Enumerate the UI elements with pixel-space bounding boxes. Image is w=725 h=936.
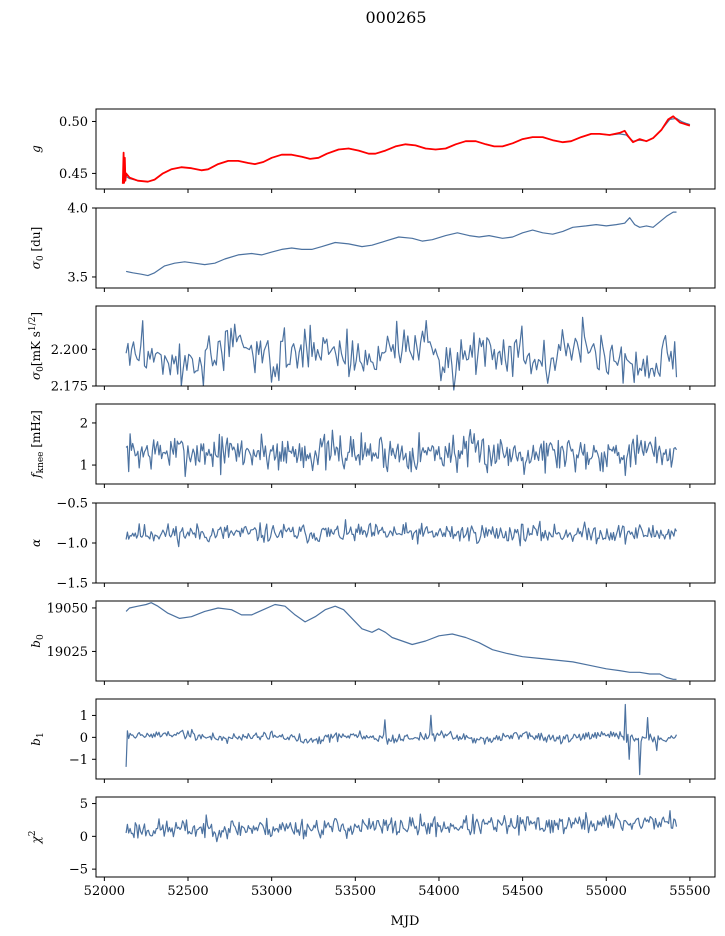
x-tick-label: 52500 bbox=[167, 884, 208, 899]
y-tick-label: 4.0 bbox=[67, 202, 88, 217]
panel-2: 3.5 4.0 σ0 [du] bbox=[29, 202, 716, 292]
y-axis-label: α bbox=[29, 539, 43, 547]
y-axis-label: σ0[mK s1/2] bbox=[28, 312, 46, 380]
x-axis-label: MJD bbox=[391, 914, 420, 929]
figure-title: 000265 bbox=[365, 8, 426, 27]
panel-5: −1.5 −1.0 −0.5 α bbox=[29, 497, 716, 592]
y-tick-label: −1 bbox=[69, 753, 88, 768]
y-tick-label: 0.50 bbox=[59, 115, 88, 130]
data-line bbox=[125, 429, 678, 478]
y-axis-label: χ2 bbox=[28, 830, 43, 844]
y-tick-label: 2.200 bbox=[51, 343, 88, 358]
axes-frame bbox=[95, 600, 716, 682]
y-tick-label: 1 bbox=[80, 459, 88, 474]
y-tick-label: 5 bbox=[80, 797, 88, 812]
data-line bbox=[125, 810, 678, 843]
y-tick-label: 0.45 bbox=[59, 167, 88, 182]
data-line bbox=[125, 316, 678, 391]
axes-frame bbox=[95, 698, 716, 780]
y-tick-label: −1.0 bbox=[56, 537, 88, 552]
data-line bbox=[125, 519, 678, 548]
data-line bbox=[125, 117, 691, 183]
panel-3: 2.175 2.200 σ0[mK s1/2] bbox=[28, 305, 716, 395]
y-tick-label: 19050 bbox=[47, 601, 88, 616]
panel-8: −5 0 5 52000 52500 53000 53500 54000 54500 55000 5… bbox=[28, 796, 716, 899]
data-line bbox=[125, 602, 677, 680]
axes-frame bbox=[95, 207, 716, 289]
y-tick-label: −5 bbox=[69, 863, 88, 878]
y-axis-label: b0 bbox=[29, 634, 46, 648]
y-tick-label: 0 bbox=[80, 830, 88, 845]
y-tick-label: −0.5 bbox=[56, 497, 88, 512]
panel-1: 0.45 0.50 g bbox=[29, 108, 716, 193]
x-tick-label: 55000 bbox=[586, 884, 627, 899]
panel-4: 1 2 fknee [mHz] bbox=[29, 403, 716, 488]
y-tick-label: 0 bbox=[80, 731, 88, 746]
data-line bbox=[125, 703, 678, 776]
panel-6: 19025 19050 b0 bbox=[29, 600, 716, 685]
axes-frame bbox=[95, 305, 716, 387]
x-tick-label: 52000 bbox=[84, 884, 125, 899]
x-tick-label: 54500 bbox=[502, 884, 543, 899]
y-tick-label: 2.175 bbox=[51, 380, 88, 395]
fit-line bbox=[121, 115, 691, 184]
axes-frame bbox=[95, 108, 716, 190]
y-tick-label: 2 bbox=[80, 416, 88, 431]
x-tick-label: 54000 bbox=[418, 884, 459, 899]
axes-frame bbox=[95, 502, 716, 584]
y-axis-label: fknee [mHz] bbox=[29, 410, 46, 479]
axes-frame bbox=[95, 403, 716, 485]
x-tick-label: 55500 bbox=[669, 884, 710, 899]
panel-7: −1 0 1 b1 bbox=[29, 698, 716, 783]
y-axis-label: b1 bbox=[29, 732, 46, 745]
y-axis-label: σ0 [du] bbox=[29, 227, 46, 270]
y-tick-label: 3.5 bbox=[67, 270, 88, 285]
data-line bbox=[125, 211, 677, 277]
x-tick-label: 53000 bbox=[251, 884, 292, 899]
y-tick-label: −1.5 bbox=[56, 577, 88, 592]
y-axis-label: g bbox=[29, 145, 43, 153]
y-tick-label: 19025 bbox=[47, 645, 88, 660]
x-tick-label: 53500 bbox=[335, 884, 376, 899]
axes-frame bbox=[95, 796, 716, 878]
y-tick-label: 1 bbox=[80, 709, 88, 724]
